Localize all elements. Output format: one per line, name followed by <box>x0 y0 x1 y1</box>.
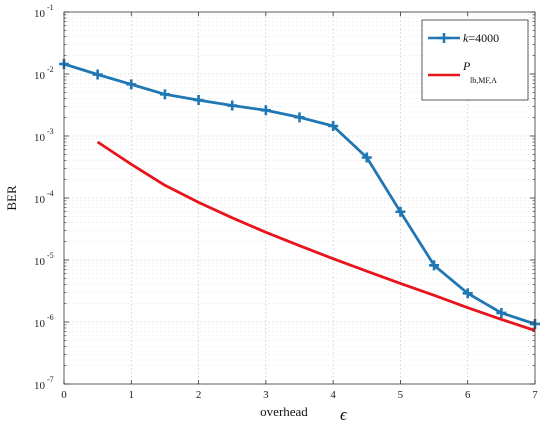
legend-marker-series-1 <box>439 33 449 43</box>
x-tick-label: 6 <box>465 389 471 401</box>
series-1-point <box>496 307 507 318</box>
y-tick-label-exponent: -1 <box>47 3 54 12</box>
y-tick-label-base: 10 <box>34 318 46 330</box>
x-tick-label: 2 <box>196 389 202 401</box>
series-1-point <box>328 120 339 131</box>
y-tick-label-exponent: -2 <box>47 65 54 74</box>
y-tick-label-base: 10 <box>34 380 46 392</box>
y-tick-label: 10-5 <box>34 251 54 268</box>
y-axis-label: BER <box>4 185 19 211</box>
series-line-2 <box>96 140 536 332</box>
series-1-point <box>260 105 271 116</box>
y-tick-label: 10-6 <box>34 313 54 330</box>
x-tick-label: 1 <box>129 389 135 401</box>
x-tick-label: 5 <box>398 389 404 401</box>
legend-label-series-1: k=4000 <box>463 31 499 45</box>
y-tick-label-exponent: -4 <box>47 189 54 198</box>
y-tick-label-base: 10 <box>34 132 46 144</box>
series-1-point <box>395 206 406 217</box>
x-tick-label: 3 <box>263 389 269 401</box>
series-1-point <box>361 152 372 163</box>
y-tick-label: 10-3 <box>34 127 54 144</box>
legend-label-series-1-value: =4000 <box>468 31 499 45</box>
y-tick-label-base: 10 <box>34 194 46 206</box>
series-1-point <box>126 79 137 90</box>
y-tick-label: 10-2 <box>34 65 54 82</box>
series-1-point <box>227 100 238 111</box>
y-tick-label-exponent: -7 <box>47 375 54 384</box>
y-tick-label: 10-1 <box>34 3 54 20</box>
y-tick-label-exponent: -5 <box>47 251 54 260</box>
legend-box <box>421 19 529 101</box>
series-1-point <box>193 95 204 106</box>
series-layer <box>59 58 540 332</box>
x-axis-symbol: ϵ <box>340 405 348 424</box>
y-tick-label: 10-4 <box>34 189 54 206</box>
legend-label-series-1-symbol: k <box>463 31 469 45</box>
legend-label-series-2-sub: lb,MF,A <box>470 76 497 85</box>
series-1-point <box>294 112 305 123</box>
legend: k=4000 P lb,MF,A <box>421 19 529 101</box>
y-tick-label-base: 10 <box>34 256 46 268</box>
y-tick-label-base: 10 <box>34 8 46 20</box>
y-tick-label-exponent: -6 <box>47 313 54 322</box>
series-1-point <box>92 69 103 80</box>
series-1-point <box>462 288 473 299</box>
y-tick-label: 10-7 <box>34 375 54 392</box>
axis-ticks: 0 1 2 3 4 5 6 710-710-610-510-410-310-210-1 <box>34 3 538 401</box>
x-tick-label: 0 <box>61 389 67 401</box>
x-axis-label: overhead <box>260 404 308 419</box>
x-tick-label: 4 <box>330 389 336 401</box>
series-1-point <box>429 260 440 271</box>
series-1-point <box>159 89 170 100</box>
x-tick-label: 7 <box>532 389 538 401</box>
legend-label-series-2-main: P <box>462 59 471 73</box>
y-tick-label-exponent: -3 <box>47 127 54 136</box>
y-tick-label-base: 10 <box>34 70 46 82</box>
